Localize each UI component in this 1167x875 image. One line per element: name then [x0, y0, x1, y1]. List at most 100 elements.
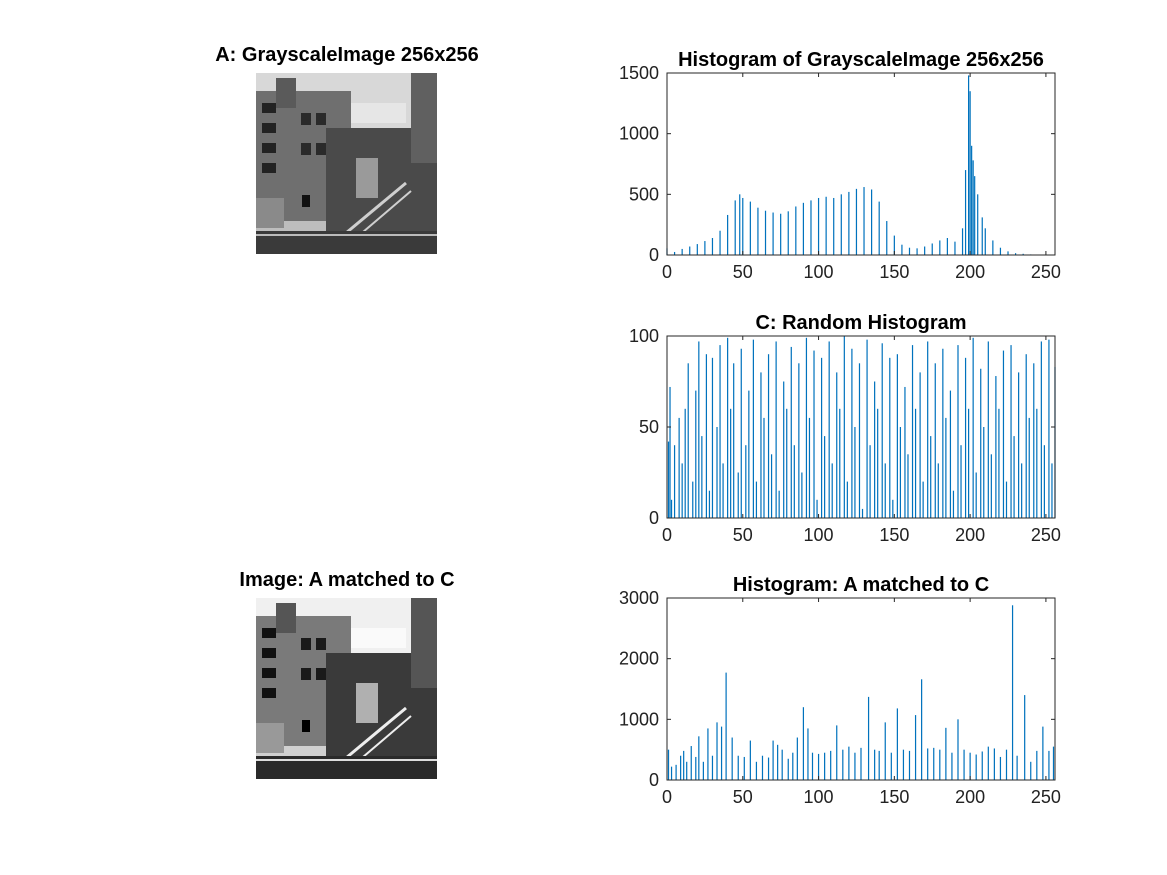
histogram-bar — [1005, 749, 1008, 780]
axes-box — [666, 335, 1056, 519]
histogram-plot-2: 0 50 100 150 200 250 0 1000 2000 3000 Histogram: A… — [619, 574, 1061, 807]
histogram-bar — [781, 749, 783, 780]
histogram-bar — [961, 228, 964, 255]
histogram-bar — [698, 341, 700, 518]
histogram-bar — [896, 708, 898, 780]
x-tick-label: 50 — [733, 787, 753, 807]
histogram-bar — [772, 740, 774, 780]
histogram-bar — [968, 75, 970, 256]
histogram-bar — [795, 206, 797, 255]
histogram-bar — [908, 247, 911, 255]
histogram-bar — [802, 707, 805, 780]
histogram-bar — [1022, 253, 1024, 255]
histogram-bar — [886, 221, 888, 255]
histogram-bar — [878, 750, 880, 780]
x-tick-label: 250 — [1031, 525, 1061, 545]
histogram-bar — [998, 408, 1000, 518]
histogram-bar — [772, 212, 774, 255]
histogram-bar — [1043, 445, 1045, 518]
histogram-bar — [999, 756, 1002, 780]
histogram-bar — [867, 696, 870, 780]
histogram-bar — [927, 341, 929, 518]
histogram-bar — [893, 235, 895, 255]
axes-box — [666, 597, 1056, 781]
histogram-bar — [817, 197, 820, 255]
histogram-bar — [931, 243, 933, 255]
histogram-bar — [825, 196, 827, 255]
histogram-bar — [974, 176, 976, 255]
histogram-bar — [1007, 251, 1009, 255]
histogram-bar — [922, 481, 924, 518]
histogram-bar — [890, 752, 892, 780]
axes-box — [666, 72, 1056, 256]
histogram-bar — [763, 417, 765, 518]
y-tick-label: 3000 — [619, 588, 659, 608]
x-tick-label: 100 — [804, 262, 834, 282]
histogram-bar — [824, 436, 826, 518]
image-a-title: A: GrayscaleImage 256x256 — [215, 44, 479, 66]
histogram-bar — [757, 207, 759, 255]
histogram-bar — [707, 728, 709, 780]
histogram-bar — [719, 345, 721, 518]
histogram-bar — [678, 417, 680, 518]
histogram-bar — [987, 746, 989, 780]
histogram-bar — [702, 761, 704, 780]
histogram-bar — [993, 748, 995, 780]
histogram-bar — [1005, 481, 1008, 518]
histogram-bar — [731, 737, 733, 780]
histogram-bar — [984, 228, 986, 255]
matched-image — [256, 598, 437, 779]
histogram-bar — [690, 746, 692, 780]
histogram-bar — [1030, 761, 1032, 780]
histogram-bar — [878, 201, 880, 255]
histogram-bar — [930, 436, 932, 518]
histogram-bar — [755, 481, 758, 518]
histogram-bar — [830, 750, 832, 780]
histogram-bar — [798, 363, 800, 518]
histogram-bar — [727, 337, 729, 518]
histogram-bar — [705, 354, 708, 518]
histogram-bar — [977, 194, 979, 255]
histogram-title: Histogram: A matched to C — [733, 574, 989, 596]
y-tick-label: 500 — [629, 184, 659, 204]
histogram-bar — [866, 339, 868, 518]
histogram-bar — [981, 751, 983, 780]
histogram-bar — [990, 454, 992, 518]
histogram-bar — [914, 715, 917, 780]
histogram-bar — [730, 408, 732, 518]
histogram-bar — [760, 372, 762, 518]
histogram-bar — [839, 408, 841, 518]
histogram-title: C: Random Histogram — [755, 312, 966, 334]
histogram-bar — [946, 238, 948, 255]
histogram-bar — [896, 354, 898, 518]
histogram-bar — [1025, 354, 1027, 518]
histogram-bar — [952, 490, 955, 518]
histogram-bar — [696, 244, 698, 255]
histogram-bar — [939, 749, 941, 780]
histogram-bar — [792, 752, 794, 780]
histogram-bar — [869, 445, 871, 518]
histogram-bar — [1028, 417, 1030, 518]
histogram-bar — [777, 744, 779, 780]
x-tick-label: 0 — [662, 262, 672, 282]
histogram-bar — [739, 194, 741, 255]
histogram-bar — [686, 761, 688, 780]
y-tick-label: 1500 — [619, 63, 659, 83]
histogram-bar — [1016, 755, 1018, 780]
histogram-bar — [689, 246, 691, 255]
histogram-bar — [937, 463, 939, 518]
histogram-bar — [681, 248, 683, 255]
histogram-bar — [874, 749, 876, 780]
histogram-plot-1: 0 50 100 150 200 250 0 50 100 C: Random Histogram — [629, 312, 1061, 545]
histogram-bar — [901, 244, 903, 255]
histogram-bar — [999, 247, 1002, 255]
histogram-bar — [963, 749, 965, 780]
histogram-bar — [727, 214, 729, 255]
x-tick-label: 50 — [733, 262, 753, 282]
histogram-bar — [921, 679, 923, 780]
histogram-bar — [884, 463, 886, 518]
histogram-bar — [692, 481, 694, 518]
histogram-bar — [907, 454, 909, 518]
histogram-bar — [871, 189, 873, 255]
